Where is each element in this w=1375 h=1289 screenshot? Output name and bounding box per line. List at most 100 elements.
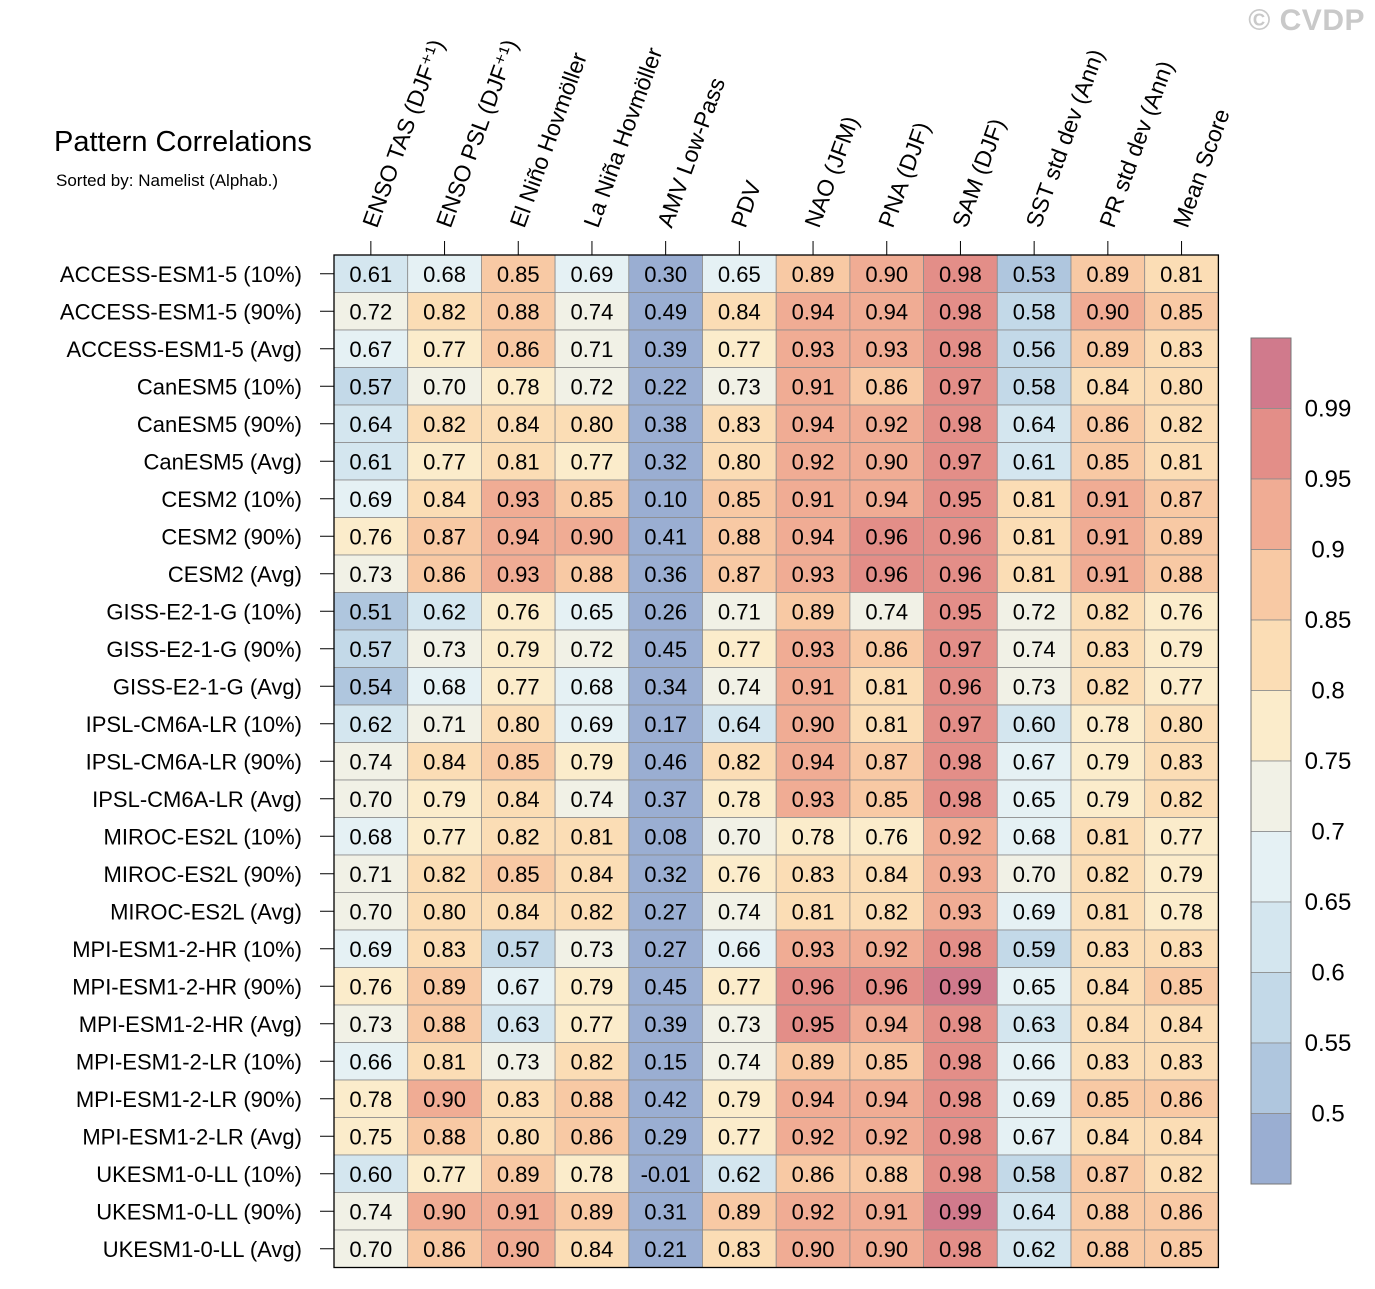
heatmap-cell: [480, 1117, 556, 1156]
cell-value-label: 0.51: [349, 599, 392, 624]
cell-value-label: 0.83: [718, 1237, 761, 1262]
heatmap-cell: [480, 742, 556, 781]
cell-value-label: 0.95: [939, 599, 982, 624]
heatmap-cell: [849, 742, 925, 781]
heatmap-cell: [775, 892, 851, 931]
heatmap-cell: [554, 854, 630, 893]
colorbar-label: 0.99: [1305, 396, 1352, 423]
heatmap-cell: [1070, 592, 1146, 631]
heatmap-cell: [996, 404, 1072, 443]
cell-value-label: 0.83: [1086, 937, 1129, 962]
row-label: MIROC-ES2L (10%): [104, 824, 302, 849]
heatmap-cell: [628, 667, 703, 706]
cell-value-label: 0.81: [1086, 899, 1129, 924]
cell-value-label: 0.69: [571, 262, 614, 287]
cell-value-label: 0.74: [865, 599, 908, 624]
cell-value-label: 0.84: [1086, 374, 1129, 399]
cell-value-label: 0.67: [1013, 749, 1056, 774]
row-label: CESM2 (90%): [161, 524, 302, 549]
cell-value-label: 0.85: [1160, 299, 1203, 324]
heatmap-cell: [1070, 892, 1146, 931]
column-label: SAM (DJF): [947, 115, 1010, 231]
colorbar-swatch: [1250, 619, 1292, 691]
chart-title: Pattern Correlations: [54, 126, 312, 158]
cell-value-label: 0.84: [497, 412, 540, 437]
cell-value-label: 0.90: [865, 1237, 908, 1262]
cell-value-label: 0.60: [1013, 712, 1056, 737]
heatmap-cell: [407, 1192, 482, 1231]
cell-value-label: 0.97: [939, 374, 982, 399]
heatmap-cell: [923, 704, 998, 743]
cell-value-label: 0.90: [1086, 299, 1129, 324]
heatmap-cell: [775, 442, 851, 481]
row-label: IPSL-CM6A-LR (10%): [86, 712, 302, 737]
heatmap-cell: [702, 892, 777, 931]
cell-value-label: 0.91: [497, 1199, 540, 1224]
column-label: ENSO TAS (DJF⁺¹): [357, 36, 449, 231]
heatmap-cell: [996, 442, 1072, 481]
cell-value-label: 0.97: [939, 449, 982, 474]
row-label: CanESM5 (90%): [137, 412, 302, 437]
cell-value-label: 0.77: [423, 449, 466, 474]
heatmap-cell: [996, 742, 1072, 781]
heatmap-cell: [849, 404, 925, 443]
cell-value-label: 0.74: [349, 1199, 392, 1224]
heatmap-cell: [554, 404, 630, 443]
heatmap-cell: [923, 1117, 998, 1156]
cell-value-label: 0.87: [718, 562, 761, 587]
heatmap-cell: [333, 854, 409, 893]
heatmap-cell: [1144, 329, 1219, 368]
colorbar-label: 0.75: [1305, 748, 1352, 775]
cell-value-label: 0.78: [1086, 712, 1129, 737]
heatmap-cell: [333, 742, 409, 781]
heatmap-cell: [849, 254, 925, 293]
heatmap-cell: [1070, 1042, 1146, 1081]
heatmap-cell: [702, 404, 777, 443]
cell-value-label: 0.64: [1013, 1199, 1056, 1224]
cell-value-label: 0.90: [423, 1087, 466, 1112]
colorbar-label: 0.6: [1311, 960, 1344, 987]
heatmap-cell: [407, 854, 482, 893]
heatmap-cell: [849, 1079, 925, 1118]
cell-value-label: 0.64: [1013, 412, 1056, 437]
heatmap-cell: [554, 892, 630, 931]
cell-value-label: 0.61: [349, 449, 392, 474]
heatmap-cell: [1144, 892, 1219, 931]
cell-value-label: 0.82: [1086, 599, 1129, 624]
cell-value-label: 0.81: [1160, 449, 1203, 474]
heatmap-cell: [480, 667, 556, 706]
row-label: MPI-ESM1-2-LR (Avg): [82, 1124, 302, 1149]
row-label: GISS-E2-1-G (Avg): [113, 674, 302, 699]
cell-value-label: 0.86: [571, 1124, 614, 1149]
heatmap-cell: [628, 854, 703, 893]
cell-value-label: 0.86: [1160, 1087, 1203, 1112]
colorbar-swatch: [1250, 478, 1292, 550]
heatmap-cell: [849, 817, 925, 856]
heatmap-cell: [996, 479, 1072, 518]
cell-value-label: 0.27: [644, 937, 687, 962]
cell-value-label: 0.94: [792, 1087, 835, 1112]
row-label: ACCESS-ESM1-5 (Avg): [66, 337, 302, 362]
cell-value-label: 0.88: [497, 299, 540, 324]
cell-value-label: 0.81: [497, 449, 540, 474]
cell-value-label: 0.64: [349, 412, 392, 437]
heatmap-cell: [923, 667, 998, 706]
cell-value-label: 0.83: [1160, 1049, 1203, 1074]
cell-value-label: 0.72: [1013, 599, 1056, 624]
heatmap-cell: [923, 967, 998, 1006]
cell-value-label: 0.68: [423, 262, 466, 287]
cell-value-label: 0.90: [571, 524, 614, 549]
cell-value-label: 0.88: [423, 1012, 466, 1037]
cell-value-label: 0.65: [1013, 974, 1056, 999]
cell-value-label: 0.87: [423, 524, 466, 549]
cell-value-label: 0.94: [792, 524, 835, 549]
row-label: UKESM1-0-LL (10%): [96, 1162, 302, 1187]
heatmap-cell: [996, 779, 1072, 818]
cell-value-label: 0.73: [497, 1049, 540, 1074]
cell-value-label: 0.93: [792, 787, 835, 812]
heatmap-cell: [702, 1229, 777, 1268]
cell-value-label: 0.83: [1086, 637, 1129, 662]
heatmap-cell: [849, 967, 925, 1006]
heatmap-cell: [996, 629, 1072, 668]
cell-value-label: 0.72: [571, 637, 614, 662]
